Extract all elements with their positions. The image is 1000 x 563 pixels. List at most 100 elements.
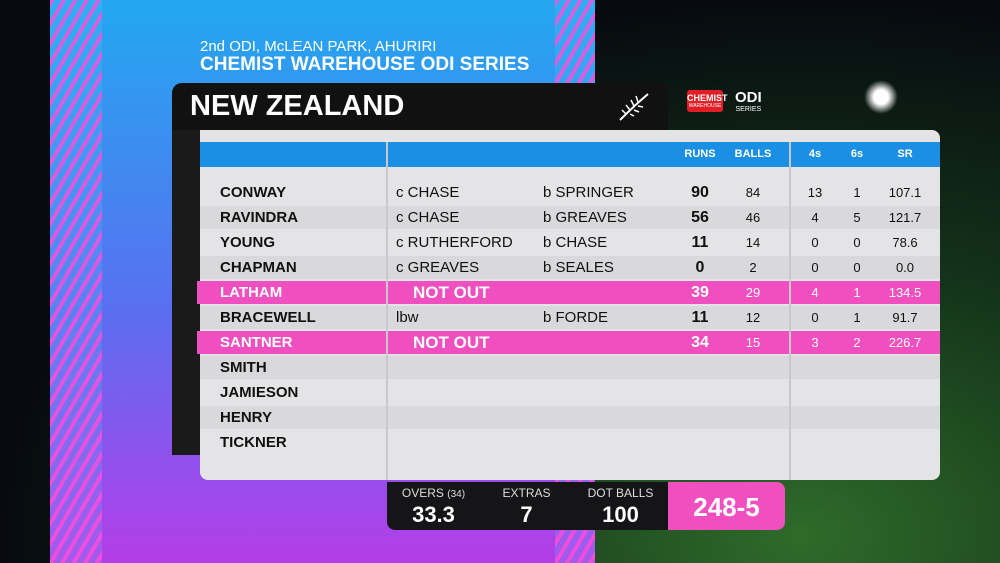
- series-logo-sub: SERIES: [735, 106, 762, 113]
- dismissal: NOT OUT: [413, 283, 490, 302]
- stat-fours: 0: [811, 260, 819, 275]
- dismissal: c CHASE: [396, 209, 460, 226]
- bowler: b FORDE: [543, 309, 609, 326]
- stat-balls: 84: [745, 185, 761, 200]
- stat-fours: 4: [811, 210, 819, 225]
- sponsor-logo: CHEMIST WAREHOUSE: [687, 90, 728, 112]
- batter-name: LATHAM: [220, 284, 283, 301]
- batter-name: CHAPMAN: [220, 259, 297, 276]
- batter-name: BRACEWELL: [220, 309, 316, 326]
- column-separator: [386, 142, 388, 480]
- dismissal: c GREAVES: [396, 259, 480, 276]
- overs-label-text: OVERS: [401, 486, 444, 500]
- batter-row: [200, 381, 940, 404]
- stat-sr: 226.7: [888, 335, 922, 350]
- stat-balls: 2: [749, 260, 757, 275]
- stat-sr: 91.7: [892, 310, 918, 325]
- floodlight: [864, 80, 898, 114]
- dot-balls-value: 100: [602, 502, 639, 527]
- batter-name: RAVINDRA: [220, 209, 299, 226]
- dismissal: c RUTHERFORD: [396, 234, 513, 251]
- stat-sr: 121.7: [888, 210, 922, 225]
- stat-sixes: 0: [853, 235, 861, 250]
- stat-sr: 0.0: [895, 260, 915, 275]
- batter-row: [200, 206, 940, 229]
- overs-label: OVERS (34): [387, 486, 480, 500]
- batter-name: SANTNER: [220, 334, 293, 351]
- batter-row: [200, 406, 940, 429]
- stat-balls: 14: [745, 235, 761, 250]
- column-header: SR: [897, 148, 913, 160]
- stat-fours: 4: [811, 285, 819, 300]
- column-header: 4s: [808, 148, 822, 160]
- batter-row: [200, 431, 940, 454]
- batter-name: HENRY: [220, 409, 272, 426]
- stat-sixes: 5: [853, 210, 861, 225]
- stripe: [50, 0, 102, 563]
- bowler: b SPRINGER: [543, 184, 634, 201]
- stat-fours: 0: [811, 235, 819, 250]
- stat-sixes: 2: [853, 335, 861, 350]
- overs-max: (34): [447, 489, 466, 500]
- extras-value: 7: [520, 502, 533, 527]
- batter-row: [200, 306, 940, 329]
- stat-runs: 11: [691, 309, 709, 326]
- stat-balls: 12: [745, 310, 761, 325]
- stat-fours: 0: [811, 310, 819, 325]
- stat-runs: 39: [691, 284, 709, 301]
- stat-balls: 46: [745, 210, 761, 225]
- stat-sixes: 1: [853, 285, 861, 300]
- stat-runs: 90: [691, 184, 709, 201]
- stat-sixes: 0: [853, 260, 861, 275]
- sponsor-text: CHEMIST: [687, 93, 728, 103]
- dismissal: lbw: [396, 309, 419, 326]
- column-header: 6s: [850, 148, 864, 160]
- bowler: b GREAVES: [543, 209, 627, 226]
- stat-runs: 34: [691, 334, 709, 351]
- stat-fours: 3: [811, 335, 819, 350]
- stat-balls: 29: [745, 285, 761, 300]
- team-bar: [172, 83, 668, 130]
- bowler: b CHASE: [543, 234, 608, 251]
- overs-value: 33.3: [412, 502, 455, 527]
- dot-balls-label: DOT BALLS: [587, 486, 654, 500]
- column-separator: [789, 142, 791, 480]
- stat-sr: 107.1: [888, 185, 922, 200]
- dismissal: NOT OUT: [413, 333, 490, 352]
- series-logo: ODI SERIES: [735, 89, 762, 113]
- column-header: BALLS: [734, 148, 772, 160]
- bowler: b SEALES: [543, 259, 614, 276]
- match-info: 2nd ODI, McLEAN PARK, AHURIRI: [200, 38, 437, 55]
- fern-logo: [619, 93, 649, 121]
- batter-name: YOUNG: [220, 234, 276, 251]
- stat-runs: 11: [691, 234, 709, 251]
- extras-label: EXTRAS: [502, 486, 551, 500]
- stat-sixes: 1: [853, 310, 861, 325]
- footer-stats: [387, 482, 668, 530]
- column-header-bar: [200, 142, 940, 167]
- column-header: RUNS: [684, 148, 716, 160]
- stat-runs: 56: [691, 209, 709, 226]
- total-box: [668, 482, 785, 530]
- batter-name: TICKNER: [220, 434, 287, 451]
- stat-sr: 134.5: [888, 285, 922, 300]
- total-score: 248-5: [693, 492, 760, 522]
- series-logo-text: ODI: [735, 89, 762, 106]
- sponsor-sub: WAREHOUSE: [688, 103, 722, 109]
- batter-name: SMITH: [220, 359, 267, 376]
- batter-name: CONWAY: [220, 184, 287, 201]
- stat-sixes: 1: [853, 185, 861, 200]
- series-title: CHEMIST WAREHOUSE ODI SERIES: [200, 54, 530, 75]
- stat-balls: 15: [745, 335, 761, 350]
- batter-row: [197, 281, 940, 304]
- stat-sr: 78.6: [892, 235, 918, 250]
- batter-name: JAMIESON: [220, 384, 299, 401]
- batter-row: [197, 331, 940, 354]
- batter-row: [200, 256, 940, 279]
- dismissal: c CHASE: [396, 184, 460, 201]
- team-name: NEW ZEALAND: [190, 90, 405, 122]
- batter-row: [200, 356, 940, 379]
- stat-fours: 13: [807, 185, 823, 200]
- stat-runs: 0: [695, 259, 705, 276]
